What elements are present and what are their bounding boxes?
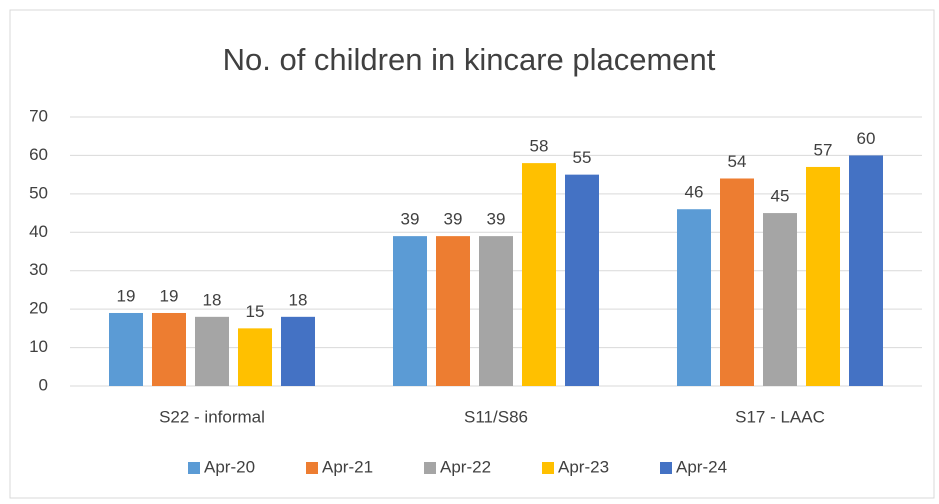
data-label: 39 <box>444 210 463 229</box>
bar <box>806 166 840 386</box>
data-label: 58 <box>530 137 549 156</box>
data-label: 19 <box>160 286 179 305</box>
data-label: 55 <box>573 148 592 167</box>
legend-swatch <box>188 462 200 474</box>
legend-label: Apr-23 <box>558 457 609 476</box>
data-label: 45 <box>771 187 790 206</box>
legend-label: Apr-21 <box>322 457 373 476</box>
bar <box>565 174 599 386</box>
data-label: 54 <box>728 152 747 171</box>
legend-swatch <box>306 462 318 474</box>
data-label: 57 <box>814 140 833 159</box>
data-label: 18 <box>203 290 222 309</box>
y-tick-label: 10 <box>29 337 48 356</box>
y-tick-label: 60 <box>29 145 48 164</box>
legend-swatch <box>424 462 436 474</box>
data-label: 15 <box>246 302 265 321</box>
data-label: 60 <box>857 129 876 148</box>
y-tick-label: 0 <box>39 375 48 394</box>
data-label: 39 <box>401 210 420 229</box>
legend-swatch <box>542 462 554 474</box>
data-label: 46 <box>685 183 704 202</box>
bar <box>195 316 229 386</box>
bar <box>522 163 556 386</box>
x-tick-label: S17 - LAAC <box>735 407 825 426</box>
bar <box>479 236 513 386</box>
x-tick-label: S11/S86 <box>464 407 528 426</box>
bar <box>436 236 470 386</box>
data-label: 39 <box>487 210 506 229</box>
y-tick-label: 30 <box>29 260 48 279</box>
legend-label: Apr-24 <box>676 457 727 476</box>
legend-label: Apr-20 <box>204 457 255 476</box>
legend-label: Apr-22 <box>440 457 491 476</box>
bar <box>152 312 186 386</box>
bar <box>281 316 315 386</box>
legend-swatch <box>660 462 672 474</box>
y-tick-label: 50 <box>29 183 48 202</box>
bar <box>393 236 427 386</box>
bar <box>763 213 797 386</box>
bar <box>238 328 272 386</box>
x-tick-label: S22 - informal <box>159 407 265 426</box>
y-tick-label: 40 <box>29 222 48 241</box>
chart-title: No. of children in kincare placement <box>223 42 716 77</box>
bar <box>109 312 143 386</box>
y-tick-label: 70 <box>29 106 48 125</box>
y-tick-label: 20 <box>29 299 48 318</box>
bar <box>720 178 754 386</box>
data-label: 19 <box>117 286 136 305</box>
bar <box>849 155 883 386</box>
bar <box>677 209 711 386</box>
data-label: 18 <box>289 290 308 309</box>
